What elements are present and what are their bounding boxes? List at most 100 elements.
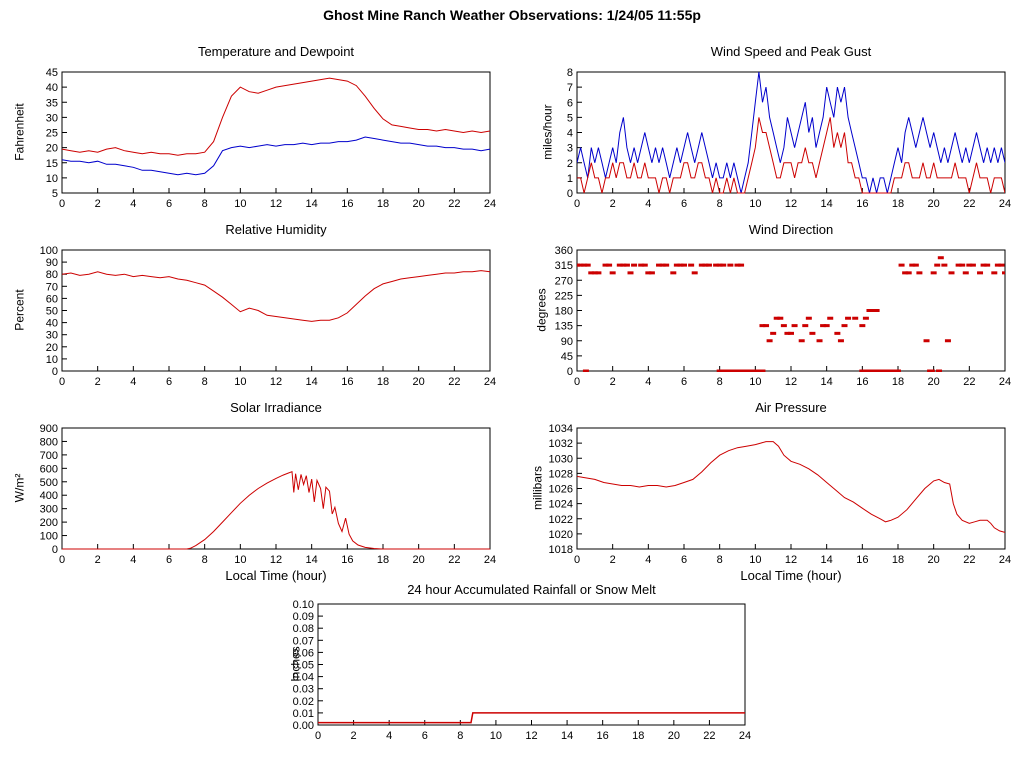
x-tick-label: 14 [306, 376, 318, 388]
data-point [791, 324, 798, 328]
data-point [977, 271, 984, 275]
data-point [962, 271, 969, 275]
x-tick-label: 2 [610, 554, 616, 566]
x-tick-label: 22 [703, 730, 715, 742]
y-tick-label: 40 [46, 82, 58, 94]
y-tick-label: 0 [52, 544, 58, 556]
data-point [663, 263, 670, 267]
data-point [994, 263, 1001, 267]
data-point [582, 369, 589, 372]
x-tick-label: 22 [963, 554, 975, 566]
x-tick-label: 18 [892, 198, 904, 210]
y-tick-label: 7 [567, 82, 573, 94]
y-tick-label: 70 [46, 281, 58, 293]
data-point [873, 369, 880, 372]
series-group [62, 471, 490, 550]
y-tick-label: 1034 [549, 423, 573, 435]
x-axis-label: Local Time (hour) [225, 568, 327, 583]
x-tick-label: 6 [166, 198, 172, 210]
x-tick-label: 24 [999, 554, 1011, 566]
data-point [980, 263, 987, 267]
data-point [748, 369, 755, 372]
series-group [577, 256, 1005, 372]
x-tick-label: 0 [59, 198, 65, 210]
x-tick-label: 18 [377, 376, 389, 388]
data-point [627, 271, 634, 275]
series-group [318, 712, 745, 724]
x-tick-label: 4 [386, 730, 392, 742]
data-point [984, 263, 991, 267]
data-point [681, 263, 687, 267]
series-group [62, 77, 490, 176]
chart-title: Wind Direction [748, 222, 834, 237]
y-tick-label: 6 [567, 97, 573, 109]
x-tick-label: 6 [166, 554, 172, 566]
data-point [620, 263, 627, 267]
data-point [623, 263, 630, 267]
y-tick-label: 3 [567, 143, 573, 155]
data-line [577, 117, 1005, 194]
data-point [577, 263, 584, 267]
data-point [909, 263, 916, 267]
data-point [770, 331, 777, 335]
data-line [62, 471, 490, 550]
y-tick-label: 35 [46, 97, 58, 109]
data-point [752, 369, 759, 372]
y-tick-label: 135 [555, 321, 573, 333]
data-line [62, 270, 490, 322]
data-point [959, 263, 966, 267]
data-point [948, 271, 955, 275]
data-point [866, 309, 873, 312]
y-tick-label: 30 [46, 330, 58, 342]
data-point [645, 271, 652, 275]
x-tick-label: 24 [739, 730, 751, 742]
data-point [837, 339, 844, 343]
data-point [862, 316, 869, 320]
plot-air-pressure: 0 2 4 6 8 10 12 14 16 18 20 22 241018102010221024102… [549, 423, 1012, 566]
chart-title: Temperature and Dewpoint [197, 44, 355, 59]
x-tick-label: 10 [749, 376, 761, 388]
x-tick-label: 10 [234, 198, 246, 210]
y-tick-label: 0.08 [293, 623, 314, 635]
x-tick-label: 20 [668, 730, 680, 742]
y-tick-label: 0.03 [293, 684, 314, 696]
data-point [905, 271, 912, 275]
y-tick-label: 100 [40, 531, 58, 543]
data-point [738, 263, 745, 267]
x-tick-label: 24 [484, 198, 496, 210]
x-tick-label: 4 [130, 554, 136, 566]
x-tick-label: 20 [413, 198, 425, 210]
data-point [998, 263, 1005, 267]
y-tick-label: 5 [52, 188, 58, 200]
data-point [777, 316, 784, 320]
x-tick-label: 22 [963, 376, 975, 388]
x-tick-label: 8 [202, 376, 208, 388]
data-point [641, 263, 648, 267]
y-tick-label: 80 [46, 269, 58, 281]
x-tick-label: 0 [574, 198, 580, 210]
x-tick-label: 16 [856, 554, 868, 566]
data-point [873, 309, 880, 312]
y-tick-label: 180 [555, 306, 573, 318]
x-tick-label: 18 [892, 554, 904, 566]
plot-solar-irradiance: 0 2 4 6 8 10 12 14 16 18 20 22 240100200300400500600… [40, 423, 496, 566]
x-tick-label: 14 [821, 376, 833, 388]
data-point [898, 263, 905, 267]
x-tick-label: 0 [574, 376, 580, 388]
x-tick-label: 8 [717, 198, 723, 210]
x-tick-label: 22 [448, 198, 460, 210]
y-tick-label: 8 [567, 67, 573, 79]
x-tick-label: 0 [574, 554, 580, 566]
data-point [720, 369, 727, 372]
chart-solar-irradiance: Solar Irradiance W/m² 0 2 4 6 8 10 12 14 16 18 20 2… [0, 400, 512, 588]
series-group [577, 441, 1005, 533]
y-tick-label: 360 [555, 245, 573, 257]
x-tick-label: 12 [785, 198, 797, 210]
data-point [870, 369, 877, 372]
y-tick-label: 90 [46, 257, 58, 269]
data-point [912, 263, 919, 267]
y-tick-label: 1 [567, 173, 573, 185]
x-tick-label: 22 [448, 376, 460, 388]
